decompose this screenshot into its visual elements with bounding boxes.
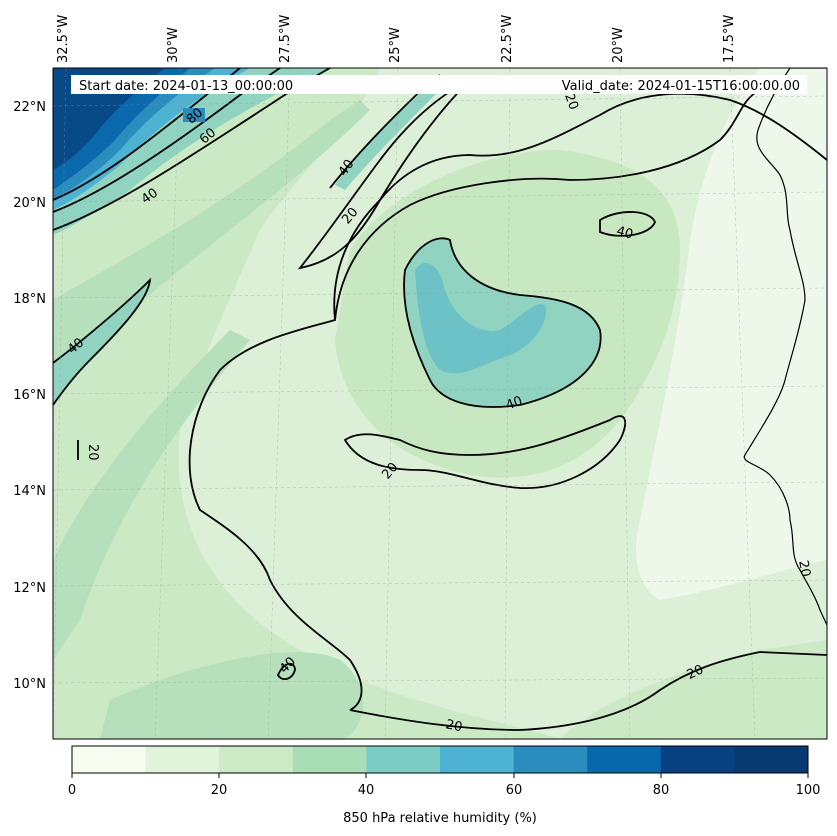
dry-area-east <box>636 68 827 600</box>
lat-label: 10°N <box>13 677 46 692</box>
colorbar-segment <box>440 746 515 773</box>
contour-40-sw <box>276 662 296 681</box>
colorbar-segment <box>513 746 588 773</box>
colorbar-frame <box>71 745 809 774</box>
lon-label: 27.5°W <box>278 15 293 63</box>
colorbar-segment <box>734 746 809 773</box>
lon-label: 20°W <box>611 27 626 63</box>
lat-label: 16°N <box>13 388 46 403</box>
colorbar-segment <box>660 746 735 773</box>
contour-40-blob <box>403 237 602 408</box>
colorbar-tick-label: 0 <box>68 783 76 798</box>
contour-40-east <box>599 211 656 237</box>
lat-label: 12°N <box>13 581 46 596</box>
colorbar-segment <box>72 746 147 773</box>
lon-label: 25°W <box>388 27 403 63</box>
colorbar-segment <box>587 746 662 773</box>
contour-20-blob <box>334 89 761 321</box>
colorbar-ticks <box>71 773 809 778</box>
coastline <box>743 68 827 626</box>
lon-label: 17.5°W <box>722 15 737 63</box>
contour-80-nw <box>53 68 241 201</box>
lat-label: 14°N <box>13 484 46 499</box>
contour-label: 20 <box>444 717 463 735</box>
contour-40-nw <box>53 68 331 231</box>
contour-label: 20 <box>85 444 100 461</box>
lat-label: 22°N <box>13 100 46 115</box>
contour-label-bg <box>183 108 205 122</box>
colorbar-segment <box>366 746 441 773</box>
colorbar-title: 850 hPa relative humidity (%) <box>343 811 537 826</box>
lon-label: 22.5°W <box>500 15 515 63</box>
colorbar-tick-label: 40 <box>358 783 375 798</box>
colorbar-segment <box>145 746 220 773</box>
moist-blob-50 <box>415 262 546 374</box>
lon-label: 30°W <box>166 27 181 63</box>
header-bar <box>71 75 807 94</box>
longitude-labels: 32.5°W 30°W 27.5°W 25°W 22.5°W 20°W 17.5… <box>56 15 737 63</box>
contour-label: 20 <box>561 91 581 112</box>
humidity-band-30-40-streak-b <box>53 330 250 660</box>
contour-label: 20 <box>795 559 813 578</box>
humidity-band-40-50-streak <box>335 85 440 190</box>
contour-label: 40 <box>504 394 525 414</box>
map-frame <box>52 67 828 740</box>
colorbar-segment <box>292 746 367 773</box>
humidity-band-20-30-southeast <box>560 640 827 739</box>
latitude-labels: 22°N 20°N 18°N 16°N 14°N 12°N 10°N <box>13 100 46 692</box>
colorbar-tick-label: 60 <box>506 783 523 798</box>
lon-label: 32.5°W <box>56 15 71 63</box>
valid-date-label: Valid_date: 2024-01-15T16:00:00.00 <box>562 79 800 94</box>
contour-40-west <box>53 277 152 406</box>
colorbar-tick-label: 80 <box>653 783 670 798</box>
contour-label: 20 <box>685 662 706 683</box>
humidity-band-30-40-streak-a <box>53 100 370 380</box>
humidity-band-30-40-southwest <box>100 652 364 739</box>
lat-label: 20°N <box>13 196 46 211</box>
gridlines <box>53 68 827 739</box>
lat-label: 18°N <box>13 292 46 307</box>
colorbar <box>72 746 809 773</box>
colorbar-tick-label: 100 <box>796 783 821 798</box>
contour-label: 40 <box>615 224 635 243</box>
colorbar-segment <box>219 746 294 773</box>
map-panel <box>53 68 827 739</box>
contour-60-nw <box>53 68 281 213</box>
contour-label-group: 80 60 40 20 40 20 40 40 40 20 20 20 40 2… <box>65 91 813 735</box>
start-date-label: Start date: 2024-01-13_00:00:00 <box>79 79 293 94</box>
colorbar-tick-label: 20 <box>211 783 228 798</box>
